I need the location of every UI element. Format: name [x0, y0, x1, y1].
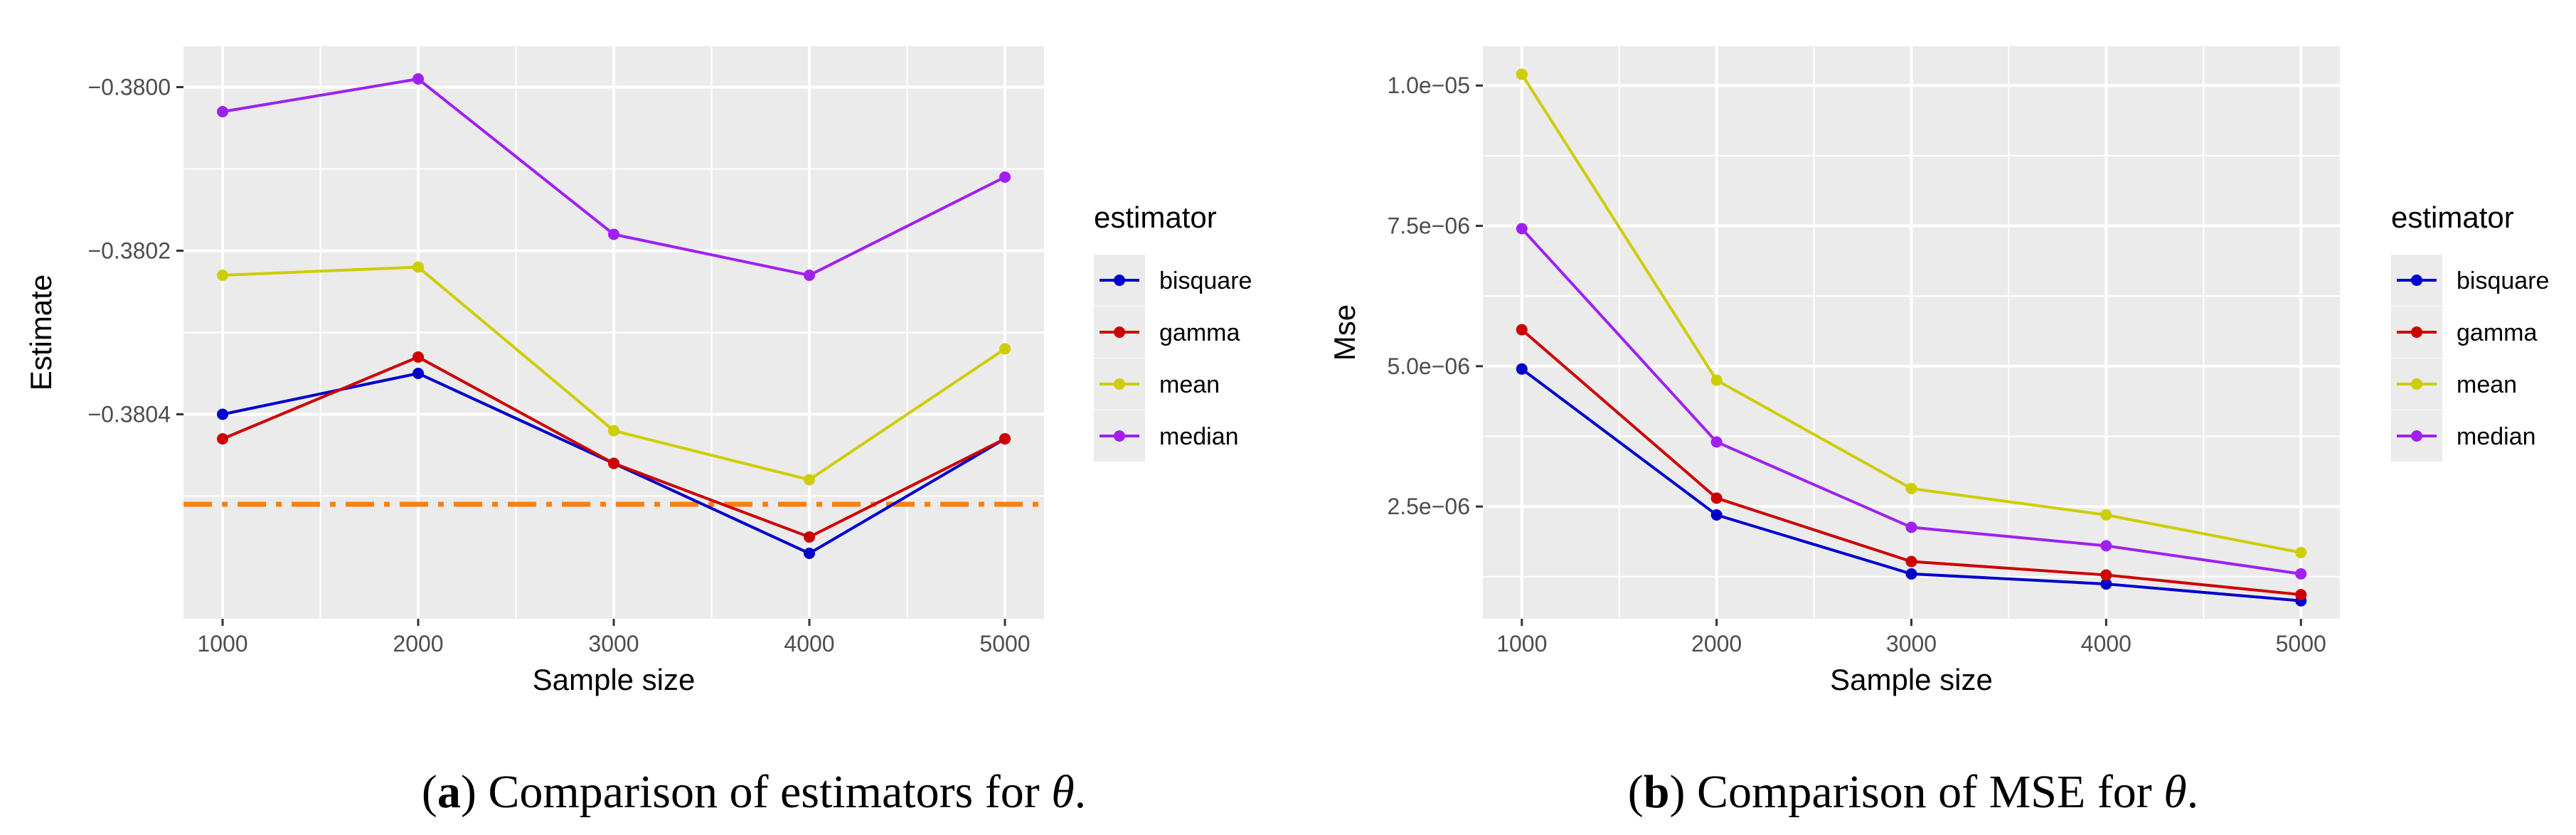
data-point-gamma: [1905, 555, 1917, 568]
legend-key-point: [2411, 326, 2422, 338]
data-point-gamma: [217, 433, 228, 445]
data-point-gamma: [1710, 492, 1723, 504]
data-point-bisquare: [217, 408, 228, 420]
legend-label-mean: mean: [1159, 371, 1220, 398]
x-tick-label: 2000: [393, 631, 443, 656]
legend: estimator bisquare gamma mean median: [1094, 201, 1252, 462]
x-tick-label: 1000: [1496, 631, 1547, 656]
legend-label-median: median: [2457, 423, 2536, 450]
caption-part: ): [1670, 766, 1686, 818]
figure-caption: (b) Comparison of MSE for θ.: [1628, 766, 2198, 818]
data-point-median: [2100, 540, 2112, 552]
x-tick-label: 4000: [2081, 631, 2131, 656]
x-axis-title: Sample size: [533, 663, 696, 696]
y-tick-label: 5.0e−06: [1387, 353, 1470, 379]
y-tick-label: −0.3800: [87, 75, 171, 100]
x-axis-title: Sample size: [1830, 663, 1993, 696]
y-tick-label: 7.5e−06: [1387, 213, 1470, 239]
data-point-bisquare: [413, 368, 424, 379]
data-point-median: [804, 270, 815, 281]
x-tick-label: 4000: [784, 631, 834, 656]
data-point-median: [217, 106, 228, 117]
data-point-bisquare: [1516, 363, 1528, 375]
legend-key-point: [2411, 430, 2422, 442]
legend-label-bisquare: bisquare: [1159, 267, 1252, 294]
data-point-mean: [413, 261, 424, 273]
legend-key-point: [1114, 275, 1125, 286]
data-point-median: [608, 228, 619, 240]
legend: estimator bisquare gamma mean median: [2391, 201, 2549, 462]
data-point-mean: [804, 474, 815, 486]
data-point-median: [2295, 568, 2307, 580]
data-point-mean: [217, 270, 228, 281]
chart-b: 1000 2000 3000 4000 5000 2.5e−06 5.0e−06 7.5e−0…: [1328, 46, 2549, 818]
legend-key-point: [1114, 326, 1125, 338]
data-point-bisquare: [804, 548, 815, 559]
legend-title: estimator: [2391, 201, 2514, 234]
data-point-median: [1710, 436, 1723, 448]
data-point-median: [413, 73, 424, 85]
legend-key-point: [1114, 430, 1125, 442]
data-point-mean: [999, 343, 1011, 355]
data-point-median: [999, 171, 1011, 183]
data-point-gamma: [804, 531, 815, 543]
x-tick-label: 5000: [2276, 631, 2326, 656]
y-tick-label: 1.0e−05: [1387, 73, 1470, 98]
data-point-gamma: [999, 433, 1011, 445]
legend-label-median: median: [1159, 423, 1239, 450]
data-point-gamma: [413, 351, 424, 363]
x-tick-label: 1000: [197, 631, 248, 656]
caption-part: .: [1075, 766, 1087, 818]
y-tick-label: −0.3804: [87, 402, 171, 427]
data-point-mean: [2100, 509, 2112, 521]
data-point-bisquare: [2100, 578, 2112, 590]
y-tick-label: −0.3802: [87, 238, 171, 264]
caption-part: θ: [1051, 766, 1074, 818]
caption-part: b: [1644, 766, 1670, 818]
caption-part: .: [2187, 766, 2199, 818]
x-tick-label: 2000: [1691, 631, 1742, 656]
data-point-gamma: [1516, 324, 1528, 336]
caption-part: ): [461, 766, 477, 818]
chart-a: 1000 2000 3000 4000 5000 −0.3804 −0.3802 −0.380…: [24, 46, 1252, 818]
legend-label-mean: mean: [2457, 371, 2517, 398]
data-point-bisquare: [1710, 509, 1723, 521]
legend-title: estimator: [1094, 201, 1217, 234]
figure-caption: (a) Comparison of estimators for θ.: [422, 766, 1086, 818]
legend-label-bisquare: bisquare: [2457, 267, 2549, 294]
x-tick-label: 3000: [588, 631, 639, 656]
data-point-bisquare: [1905, 568, 1917, 580]
data-point-mean: [1905, 482, 1917, 494]
caption-part: Comparison of MSE for: [1685, 766, 2163, 818]
data-point-mean: [2295, 546, 2307, 558]
x-tick-label: 5000: [979, 631, 1030, 656]
legend-key-point: [2411, 275, 2422, 286]
legend-label-gamma: gamma: [1159, 319, 1240, 346]
y-tick-label: 2.5e−06: [1387, 494, 1470, 519]
data-point-median: [1516, 223, 1528, 235]
legend-label-gamma: gamma: [2457, 319, 2537, 346]
data-point-gamma: [2295, 589, 2307, 601]
data-point-median: [1905, 521, 1917, 533]
caption-part: θ: [2163, 766, 2186, 818]
caption-part: a: [437, 766, 461, 818]
legend-key-point: [2411, 378, 2422, 390]
data-point-gamma: [608, 457, 619, 469]
data-point-mean: [1516, 68, 1528, 80]
caption-part: (: [422, 766, 437, 818]
caption-part: Comparison of estimators for: [477, 766, 1051, 818]
y-axis-title: Estimate: [24, 275, 58, 390]
data-point-mean: [608, 425, 619, 437]
data-point-gamma: [2100, 569, 2112, 581]
legend-key-point: [1114, 378, 1125, 390]
x-tick-label: 3000: [1886, 631, 1937, 656]
data-point-mean: [1710, 374, 1723, 386]
y-axis-title: Mse: [1328, 304, 1361, 361]
caption-part: (: [1628, 766, 1644, 818]
